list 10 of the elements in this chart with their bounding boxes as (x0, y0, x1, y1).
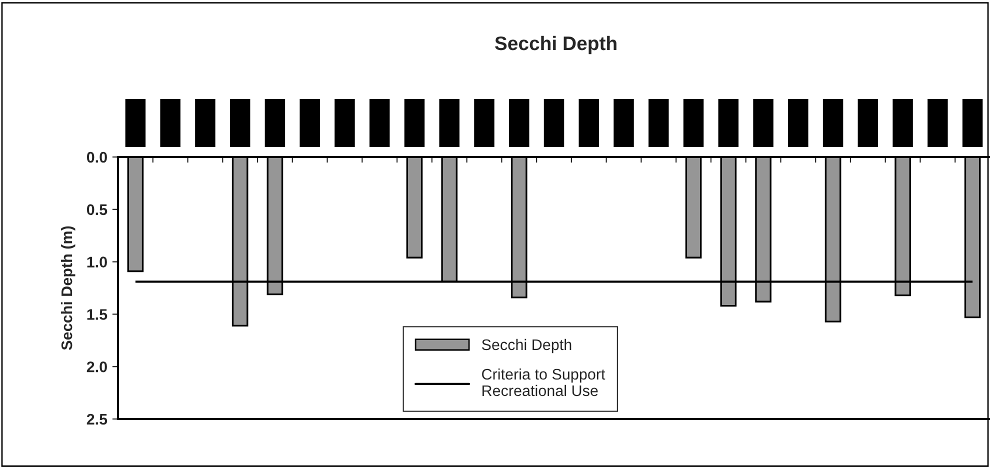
y-tick-label: 0.5 (86, 204, 108, 216)
legend-label: Secchi Depth (482, 338, 572, 354)
legend-label: Criteria to Support Recreational Use (482, 368, 606, 396)
y-tick-label: 2.0 (86, 361, 107, 372)
y-tick-label: 2.5 (86, 414, 108, 425)
y-tick-label: 1.0 (87, 256, 107, 268)
chart-title: Secchi Depth (494, 36, 616, 54)
y-tick-label: 0.0 (86, 152, 107, 163)
y-tick-label: 1.5 (87, 309, 108, 320)
y-axis-title: Secchi Depth (m) (60, 226, 76, 350)
